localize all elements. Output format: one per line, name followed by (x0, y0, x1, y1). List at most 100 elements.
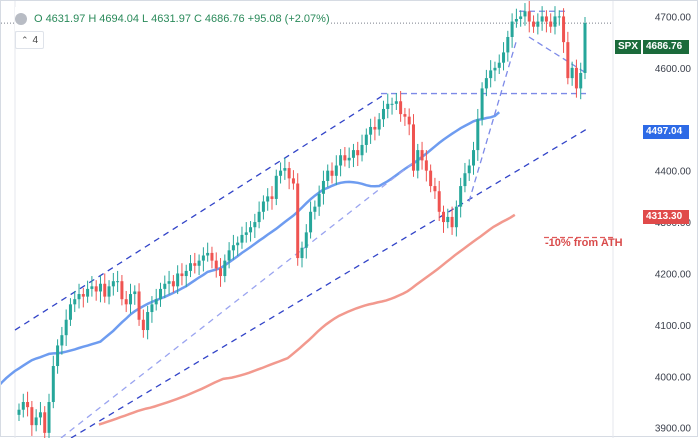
candle-body (394, 101, 398, 104)
candle (90, 276, 94, 297)
candle (510, 13, 514, 48)
price-tick: 3900.00 (655, 424, 692, 435)
candle (43, 406, 47, 438)
candle (141, 309, 145, 338)
candle-body (60, 335, 64, 346)
candle-body (351, 150, 355, 158)
candle (253, 213, 257, 239)
candle-body (416, 150, 420, 171)
chevron-up-icon[interactable] (15, 13, 27, 25)
candle (107, 280, 111, 305)
price-tick: 4100.00 (655, 321, 692, 332)
candle (313, 200, 317, 220)
candle (381, 100, 385, 127)
candle (279, 162, 283, 184)
candle-body (210, 252, 214, 261)
candle (339, 149, 343, 177)
candle (64, 309, 68, 346)
change-value: +95.08 (+2.07%) (247, 13, 330, 25)
high-value: 4694.04 (99, 13, 140, 25)
candle (489, 60, 493, 88)
candle-body (300, 247, 304, 259)
candle (30, 400, 34, 436)
candle (304, 224, 308, 259)
candle-body (270, 196, 274, 199)
candle (540, 6, 544, 31)
candle-body (214, 260, 218, 269)
candle-body (124, 299, 128, 305)
candle (38, 402, 42, 426)
candle (283, 157, 287, 180)
candle (506, 30, 510, 62)
candle (442, 205, 445, 233)
candle (347, 147, 351, 169)
candle-body (313, 206, 317, 212)
candle-body (137, 291, 141, 320)
candle-body (484, 78, 488, 89)
candle-body (339, 155, 343, 166)
candle-body (146, 312, 150, 331)
candle (351, 143, 355, 168)
candle (553, 6, 557, 35)
candle-body (467, 165, 471, 174)
candle-body (257, 211, 261, 223)
candle-body (369, 126, 373, 135)
candle-body (111, 281, 115, 287)
candle (287, 161, 291, 190)
candle-body (330, 170, 334, 176)
candle-body (141, 319, 145, 331)
target-price-tag: 4313.30 (643, 210, 689, 224)
candle-body (450, 216, 454, 228)
candle-body (34, 417, 38, 426)
candle-body (17, 409, 21, 415)
candle (231, 234, 235, 260)
ma-price-tag: 4497.04 (643, 125, 689, 139)
candle (309, 201, 313, 239)
candle (356, 141, 360, 167)
candle-body (424, 160, 428, 171)
candle (270, 186, 274, 210)
candle-body (94, 286, 98, 292)
indicator-count: 4 (32, 34, 39, 46)
open-label: O (34, 13, 43, 25)
candle (317, 185, 321, 216)
candle-body (540, 16, 544, 22)
candle-body (472, 150, 476, 166)
candle (437, 180, 441, 222)
price-tick: 4600.00 (655, 64, 692, 75)
candle (21, 393, 25, 418)
candle-body (356, 150, 360, 156)
trend-leg (468, 41, 517, 202)
candle (326, 164, 330, 188)
candle (219, 258, 223, 287)
candle (519, 10, 523, 27)
candle-body (557, 16, 561, 18)
candle (484, 69, 488, 97)
candle (128, 283, 132, 314)
candle (394, 93, 398, 110)
candle (111, 272, 115, 296)
candle (167, 270, 171, 295)
candle (390, 97, 394, 115)
candle (472, 141, 476, 175)
candle-body (544, 16, 548, 22)
candle-body (459, 186, 463, 207)
candle (433, 177, 437, 199)
price-tick: 4400.00 (655, 167, 692, 178)
candle (223, 254, 227, 283)
indicators-toggle[interactable]: ⌃ 4 (15, 31, 45, 49)
candle (334, 155, 338, 186)
candle (364, 128, 368, 153)
candle (536, 13, 540, 35)
candle-body (206, 252, 210, 256)
candle-body (159, 288, 162, 300)
candle-body (274, 175, 278, 199)
candle-body (506, 36, 510, 53)
candle (420, 141, 424, 170)
channel-line (14, 92, 387, 331)
candle-body (532, 21, 536, 27)
candle-body (493, 67, 497, 71)
candle-body (184, 270, 188, 277)
